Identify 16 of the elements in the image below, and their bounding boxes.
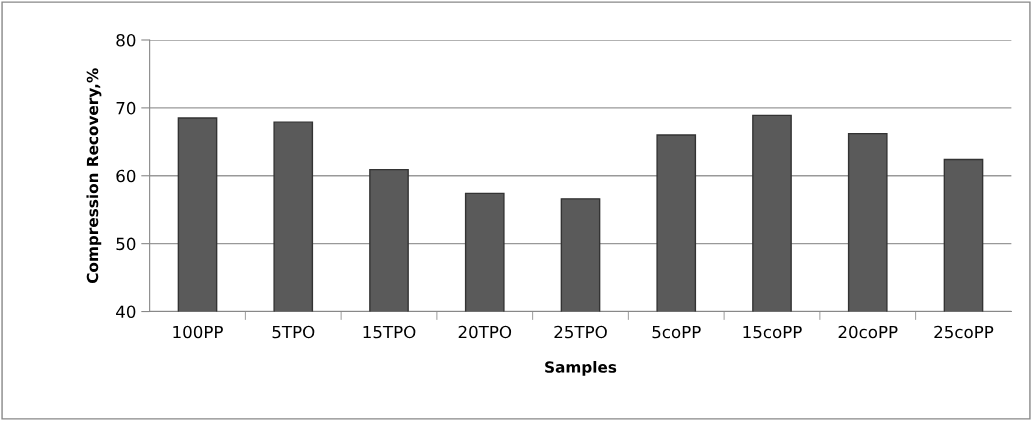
y-axis-title: Compression Recovery,% [86,68,102,283]
y-tick-label: 60 [116,169,136,183]
x-tick-label: 100PP [173,325,223,339]
y-tick-label: 50 [116,237,136,251]
x-tick-label: 15coPP [743,325,802,339]
x-tick-label: 5TPO [272,325,315,339]
x-tick-label: 5coPP [652,325,701,339]
y-tick-label: 70 [116,101,136,115]
x-tick-label: 20TPO [458,325,512,339]
y-tick-label: 80 [116,33,136,47]
x-tick-label: 25TPO [554,325,607,339]
x-tick-label: 20coPP [838,325,898,339]
x-tick-label: 25coPP [934,325,994,339]
x-axis-title: Samples [545,361,617,376]
x-tick-label: 15TPO [363,325,416,339]
y-tick-label: 40 [116,305,136,319]
